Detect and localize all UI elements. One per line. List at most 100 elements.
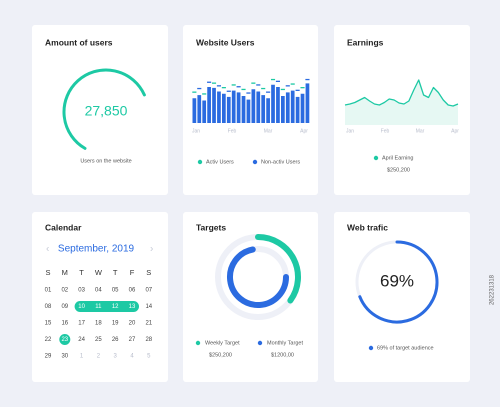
marker [236,86,241,88]
bar [246,99,251,123]
marker [241,88,246,91]
x-label: Jan [192,128,200,134]
card [183,25,318,195]
card [334,212,470,382]
x-label: Mar [416,128,425,134]
bar [231,90,236,123]
marker [300,87,305,89]
legend-dot [373,155,379,161]
marker [305,78,310,81]
weekday: S [146,268,151,277]
day: 5 [147,354,151,360]
legend-label: Activ Users [206,159,234,165]
bar [212,87,216,123]
area [345,80,458,125]
weekday: S [45,268,50,277]
gauge [62,68,146,150]
day: 06 [129,288,136,294]
day: 2 [97,354,101,360]
day: 09 [61,304,68,310]
day: 15 [45,321,52,327]
legend-dot [257,340,263,346]
x-label: Apr [300,128,308,134]
card-title: Calendar [45,222,82,232]
bar [305,83,310,123]
day: 3 [114,354,118,360]
bar [202,100,207,123]
day: 22 [45,337,52,343]
day: 10 [78,304,85,310]
day: 12 [112,304,119,310]
x-label: Feb [228,128,237,134]
marker [290,83,295,85]
marker [270,78,276,81]
day: 30 [61,354,68,360]
marker [231,84,236,86]
bar [197,95,202,123]
ring [255,234,301,304]
bar [271,84,275,123]
caption: Users on the website [80,158,131,164]
bar [300,93,305,123]
legend-dot [252,159,258,165]
bar [266,98,270,123]
marker [256,84,261,86]
marker [207,81,212,83]
bar [281,96,285,123]
day: 29 [45,354,52,360]
day: 04 [95,288,102,294]
legend-label: April Earning [382,155,414,161]
day: 28 [145,337,152,343]
day: 07 [145,288,152,294]
card-title: Amount of users [45,37,113,47]
day: 20 [129,321,136,327]
card [183,212,318,382]
bar [217,91,221,123]
marker [266,91,271,93]
marker [216,85,221,87]
card [32,25,168,195]
day: 4 [130,354,134,360]
day: 25 [95,337,102,343]
weekday: T [79,268,84,277]
next-button[interactable]: › [150,244,153,255]
day: 24 [78,337,85,343]
stock-id: 262231318 [490,274,496,305]
bar [276,87,280,123]
marker [192,91,197,93]
amount: $250,200 [387,167,410,173]
bar [295,96,300,123]
day: 16 [61,321,68,327]
month: September, 2019 [58,244,135,255]
day: 19 [112,321,119,327]
day: 18 [95,321,102,327]
day: 14 [145,304,152,310]
legend-label: Monthly Target [267,340,303,346]
day: 08 [45,304,52,310]
bar [256,91,261,123]
ring [358,240,439,324]
bar [290,90,295,123]
line [344,79,459,107]
marker [275,80,280,82]
marker [197,87,202,90]
day: 05 [112,288,119,294]
weekday: W [95,268,103,277]
legend-label: Weekly Target [205,340,240,346]
bar [251,89,256,123]
marker [261,87,266,90]
bar [207,87,211,123]
prev-button[interactable]: ‹ [46,244,49,255]
marker [295,89,300,91]
day: 21 [145,321,152,327]
bar [236,92,241,123]
day: 01 [45,288,52,294]
marker [251,82,256,84]
bar [241,96,246,123]
x-label: Mar [264,128,273,134]
day: 11 [95,304,102,310]
weekday: M [62,268,68,277]
legend-dot [195,340,201,346]
card-title: Web trafic [347,222,388,232]
